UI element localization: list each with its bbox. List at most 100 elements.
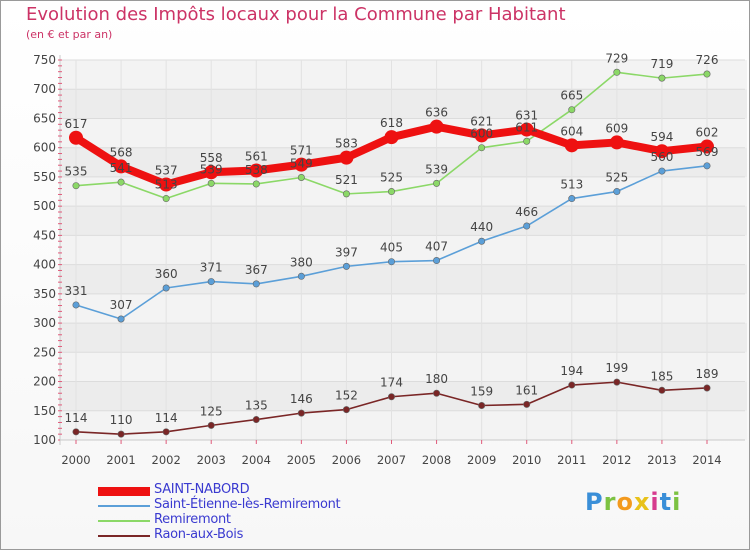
data-label: 185 <box>650 369 673 383</box>
legend-item: SAINT-NABORD <box>98 482 418 499</box>
data-point <box>207 421 215 429</box>
data-label: 561 <box>245 149 268 163</box>
data-label: 525 <box>605 171 628 185</box>
data-label: 558 <box>200 151 223 165</box>
data-label: 525 <box>380 171 403 185</box>
x-tick-label: 2000 <box>61 453 90 467</box>
data-label: 367 <box>245 263 268 277</box>
legend-swatch <box>98 486 150 496</box>
logo-letter: P <box>585 488 604 516</box>
data-point <box>162 284 170 292</box>
data-label: 161 <box>515 383 538 397</box>
x-tick-label: 2006 <box>332 453 361 467</box>
data-point <box>69 130 83 145</box>
data-point <box>703 384 711 392</box>
data-point <box>207 179 215 187</box>
data-label: 569 <box>696 145 719 159</box>
data-label: 110 <box>110 413 133 427</box>
data-label: 360 <box>155 267 178 281</box>
y-tick-label: 150 <box>33 404 56 418</box>
data-label: 602 <box>696 126 719 140</box>
data-label: 397 <box>335 245 358 259</box>
data-point <box>297 174 305 182</box>
logo-letter: x <box>633 488 651 516</box>
data-label: 194 <box>560 364 583 378</box>
data-label: 152 <box>335 389 358 403</box>
data-label: 513 <box>155 178 178 192</box>
data-point <box>297 272 305 280</box>
data-label: 466 <box>515 205 538 219</box>
data-label: 541 <box>110 161 133 175</box>
data-point <box>72 182 80 190</box>
data-label: 199 <box>605 361 628 375</box>
data-point <box>114 159 129 174</box>
data-point <box>249 163 264 178</box>
x-axis: 2000 2001 2002 2003 2004 2005 2006 2007 2008 2009… <box>60 439 745 467</box>
data-label: 729 <box>605 51 628 65</box>
data-point <box>478 402 486 410</box>
data-point <box>159 177 174 192</box>
x-tick-label: 2013 <box>647 453 676 467</box>
data-point <box>387 258 395 266</box>
data-label: 631 <box>515 109 538 123</box>
data-label: 189 <box>696 367 719 381</box>
data-label: 380 <box>290 255 313 269</box>
legend-item: Saint-Étienne-lès-Remiremont <box>98 497 418 514</box>
data-label: 604 <box>560 124 583 138</box>
legend-label: Remiremont <box>154 512 231 527</box>
series-lines <box>69 68 714 438</box>
y-tick-label: 100 <box>33 433 56 447</box>
y-tick-label: 550 <box>33 170 56 184</box>
data-point <box>703 162 711 170</box>
data-label: 535 <box>65 165 88 179</box>
data-point <box>162 428 170 436</box>
x-tick-label: 2004 <box>242 453 271 467</box>
data-point <box>72 301 80 309</box>
logo-letter: r <box>603 488 617 516</box>
data-label: 513 <box>560 178 583 192</box>
x-tick-label: 2008 <box>422 453 451 467</box>
legend-label: SAINT-NABORD <box>154 482 250 497</box>
data-point <box>252 180 260 188</box>
data-point <box>658 74 666 82</box>
x-tick-label: 2012 <box>602 453 631 467</box>
data-label: 125 <box>200 404 223 418</box>
data-label: 568 <box>110 145 133 159</box>
data-label: 538 <box>245 163 268 177</box>
data-point <box>523 400 531 408</box>
data-label: 174 <box>380 376 403 390</box>
data-point <box>568 195 576 203</box>
data-label: 618 <box>380 116 403 130</box>
data-point <box>339 150 354 165</box>
data-point <box>387 393 395 401</box>
data-point <box>703 70 711 78</box>
logo-letter: i <box>672 488 682 516</box>
data-label: 621 <box>470 114 493 128</box>
data-point <box>294 157 309 172</box>
y-tick-label: 650 <box>33 111 56 125</box>
data-point <box>613 378 621 386</box>
data-point <box>162 195 170 203</box>
logo-letter: o <box>616 488 634 516</box>
data-label: 539 <box>200 162 223 176</box>
x-tick-label: 2001 <box>106 453 135 467</box>
legend-label: Raon-aux-Bois <box>154 527 244 542</box>
x-tick-label: 2009 <box>467 453 496 467</box>
data-label: 539 <box>425 162 448 176</box>
data-point <box>613 68 621 76</box>
data-label: 719 <box>650 57 673 71</box>
data-point <box>609 135 624 150</box>
y-tick-label: 250 <box>33 345 56 359</box>
data-point <box>342 190 350 198</box>
data-label: 726 <box>696 53 719 67</box>
legend-label: Saint-Étienne-lès-Remiremont <box>154 497 341 512</box>
data-label: 407 <box>425 240 448 254</box>
data-label: 146 <box>290 392 313 406</box>
data-point <box>568 106 576 114</box>
data-label: 537 <box>155 164 178 178</box>
legend-swatch <box>98 505 150 507</box>
data-label: 180 <box>425 372 448 386</box>
data-label: 611 <box>515 120 538 134</box>
legend-item: Raon-aux-Bois <box>98 527 418 544</box>
data-point <box>474 128 489 143</box>
